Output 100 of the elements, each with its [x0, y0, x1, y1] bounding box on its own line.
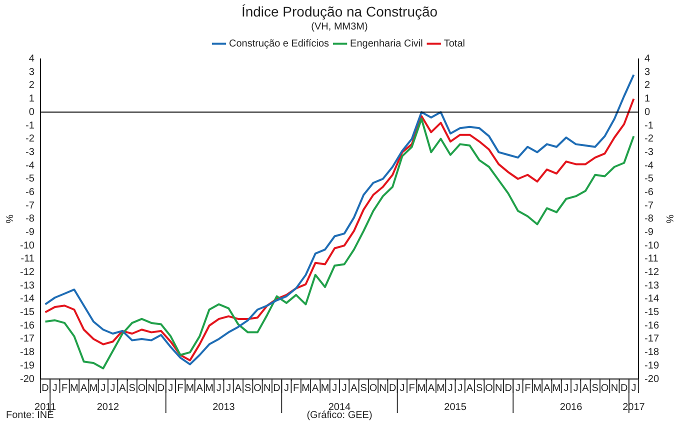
y2-tick-label: -9	[644, 226, 654, 238]
x-tick-label: O	[369, 382, 378, 394]
y-tick-label: 3	[28, 66, 35, 78]
y2-tick-label: -17	[644, 334, 660, 345]
x-tick-label: N	[264, 382, 271, 394]
x-tick-label: M	[89, 382, 98, 394]
y-tick-label: -5	[26, 174, 35, 185]
x-tick-label: J	[110, 382, 116, 394]
x-tick-label: J	[216, 382, 222, 394]
y2-tick-label: -4	[644, 160, 654, 172]
x-tick-label: A	[350, 382, 358, 394]
x-tick-label: J	[448, 382, 453, 394]
x-tick-label: F	[62, 382, 68, 394]
y-tick-label: -14	[20, 294, 35, 305]
chart-title: Índice Produção na Construção	[241, 3, 438, 20]
y-tick-label: -16	[20, 320, 35, 332]
y2-tick-label: -2	[644, 134, 654, 145]
y-tick-label: 2	[28, 80, 35, 92]
y-tick-label: -10	[20, 240, 35, 252]
x-tick-label: O	[138, 382, 146, 394]
y2-tick-label: -11	[644, 254, 659, 265]
y2-tick-label: -3	[644, 146, 654, 158]
y2-tick-label: -5	[644, 174, 654, 185]
y-axis-title: %	[4, 214, 16, 224]
x-tick-label: M	[552, 382, 561, 394]
x-tick-label: O	[485, 382, 494, 394]
x-tick-label: J	[400, 382, 405, 394]
y2-tick-label: -19	[644, 360, 660, 372]
y-tick-label: -9	[26, 226, 35, 238]
y2-tick-label: -1	[644, 120, 654, 132]
x-tick-label: S	[244, 382, 252, 394]
y-tick-label: -3	[26, 146, 35, 158]
x-tick-label: O	[254, 382, 262, 394]
x-tick-label: D	[273, 382, 280, 394]
y2-tick-label: 3	[644, 66, 651, 78]
x-tick-label: J	[458, 382, 463, 394]
x-tick-label: J	[168, 382, 174, 394]
y-tick-label: -13	[20, 280, 35, 292]
legend-label: Engenharia Civil	[350, 38, 423, 50]
y-tick-label: 1	[28, 94, 35, 105]
text: 2015	[444, 402, 467, 413]
x-tick-label: A	[234, 382, 242, 394]
y2-tick-label: -7	[644, 200, 654, 212]
x-tick-label: A	[119, 382, 126, 394]
x-tick-label: M	[417, 382, 426, 394]
x-tick-label: A	[196, 382, 204, 394]
text: 2016	[560, 402, 583, 413]
x-tick-label: A	[80, 382, 88, 394]
y2-tick-label: 0	[644, 106, 651, 118]
y-tick-label: -17	[20, 334, 35, 345]
y2-tick-label: 4	[644, 54, 651, 65]
y2-tick-label: -6	[644, 186, 654, 198]
x-tick-label: F	[293, 382, 300, 394]
y-tick-label: -6	[26, 186, 35, 198]
y-tick-label: -2	[26, 134, 35, 145]
y2-tick-label: -18	[644, 347, 660, 358]
y2-tick-label: -15	[644, 307, 660, 318]
y-tick-label: -19	[20, 360, 35, 372]
y2-tick-label: 2	[644, 80, 651, 92]
text: 2012	[96, 402, 120, 413]
y-tick-label: 0	[28, 106, 35, 118]
text: (Gráfico: GEE)	[306, 410, 372, 421]
y-tick-label: -1	[26, 120, 35, 132]
legend-label: Construção e Edifícios	[229, 38, 330, 50]
y-tick-label: -4	[26, 160, 35, 172]
x-tick-label: N	[495, 382, 502, 394]
y2-axis-title: %	[663, 214, 674, 224]
x-tick-label: S	[360, 382, 368, 394]
x-tick-label: A	[544, 382, 551, 394]
y-tick-label: -11	[20, 254, 35, 265]
x-tick-label: M	[436, 382, 445, 394]
x-tick-label: S	[128, 382, 136, 394]
x-tick-label: S	[592, 382, 599, 394]
x-tick-label: J	[100, 382, 106, 394]
y2-tick-label: -12	[644, 267, 660, 278]
x-tick-label: N	[148, 382, 156, 394]
y-tick-label: -8	[26, 214, 35, 225]
text: 2013	[212, 402, 236, 413]
y2-tick-label: -14	[644, 294, 660, 305]
y2-tick-label: -10	[644, 240, 660, 252]
chart-subtitle: (VH, MM3M)	[311, 22, 368, 33]
x-tick-label: M	[302, 382, 310, 394]
y2-tick-label: 1	[644, 94, 651, 105]
x-tick-label: D	[42, 382, 49, 394]
x-tick-label: M	[70, 382, 78, 394]
x-tick-label: N	[610, 382, 618, 394]
x-tick-label: F	[408, 382, 415, 394]
y-tick-label: -15	[20, 307, 35, 318]
y-tick-label: -20	[20, 374, 35, 385]
x-tick-label: J	[573, 382, 578, 394]
x-tick-label: M	[533, 382, 542, 394]
x-tick-label: F	[524, 382, 531, 394]
y2-tick-label: -16	[644, 320, 660, 332]
x-tick-label: J	[631, 382, 636, 394]
x-tick-label: J	[332, 382, 338, 394]
y-tick-label: -12	[20, 267, 35, 278]
x-tick-label: J	[515, 382, 520, 394]
x-tick-label: D	[157, 382, 165, 394]
x-tick-label: M	[205, 382, 214, 394]
x-tick-label: D	[504, 382, 512, 394]
